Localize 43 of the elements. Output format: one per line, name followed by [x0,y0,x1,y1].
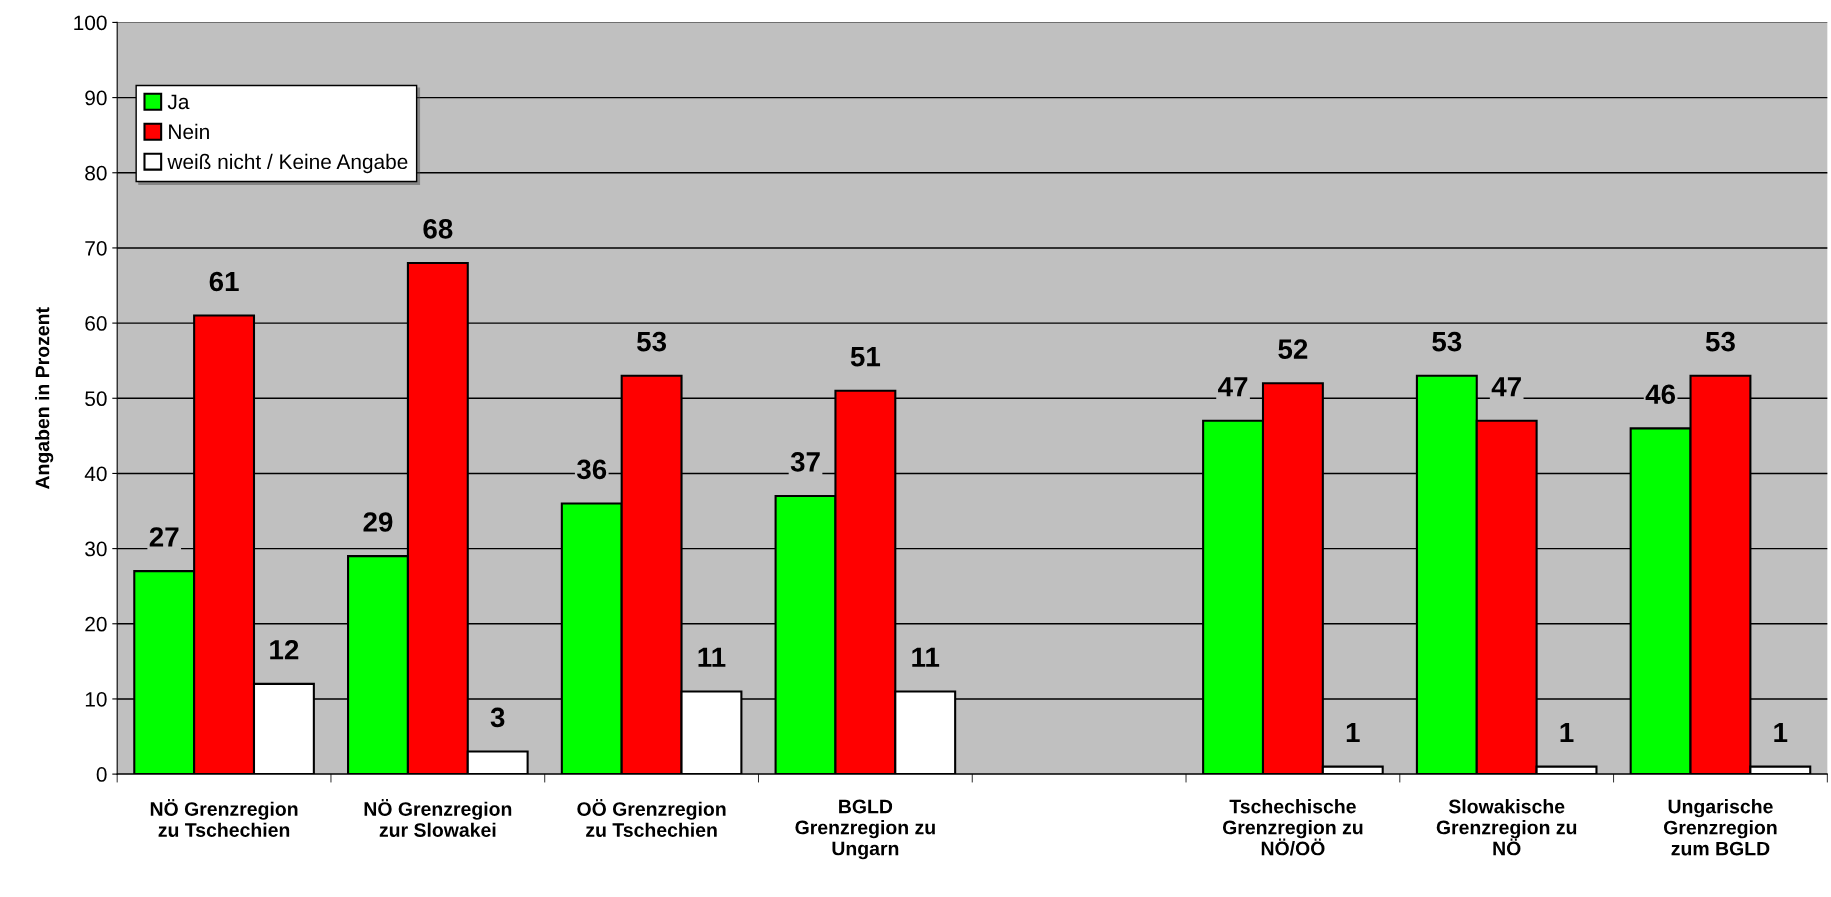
legend-label: Nein [169,123,209,140]
data-label: 47 [1218,377,1248,397]
data-label: 53 [637,331,667,352]
y-tick-label: 20 [85,616,107,632]
y-tick-label: 40 [84,466,107,482]
data-label: 29 [363,512,393,532]
x-tick-label: Tschechische Grenzregion zu NÖ/OÖ [1222,799,1363,856]
x-tick-label: Ungarische Grenzregion zum BGLD [1663,799,1777,856]
x-tick-label: NÖ Grenzregion zur Slowakei [364,799,512,837]
data-label: 36 [576,459,607,480]
data-label: 1 [1774,722,1788,743]
y-tick-label: 10 [85,691,107,707]
x-tick-label: Slowakische Grenzregion zu NÖ [1436,799,1577,856]
data-label: 3 [490,707,505,728]
data-label: 11 [912,647,940,667]
data-label: 1 [1560,722,1574,743]
data-label: 12 [270,639,299,660]
y-tick-label: 90 [85,90,107,106]
data-label: 53 [1432,331,1462,352]
data-label: 53 [1705,331,1735,352]
data-label: 47 [1491,377,1521,397]
y-tick-label: 30 [85,541,107,557]
y-tick-label: 50 [85,391,107,407]
data-label: 46 [1645,384,1676,405]
y-tick-label: 60 [85,316,107,331]
legend-label: weiß nicht / Keine Angabe [167,153,408,174]
data-label: 27 [149,527,179,547]
data-label: 68 [423,219,453,239]
data-label: 11 [698,647,726,667]
x-tick-label: OÖ Grenzregion zu Tschechien [577,799,726,837]
y-tick-label: 100 [74,15,107,31]
data-label: 52 [1278,339,1308,359]
data-label: 51 [850,347,881,367]
y-tick-label: 80 [85,165,107,181]
legend-label: Ja [167,94,190,110]
x-tick-label: NÖ Grenzregion zu Tschechien [150,799,298,837]
y-axis-title: Angaben in Prozent [35,307,54,490]
data-label: 61 [209,271,239,292]
data-label: 1 [1346,722,1360,743]
data-label: 37 [790,452,820,472]
x-tick-label: BGLD Grenzregion zu Ungarn [795,799,935,860]
y-tick-label: 70 [85,240,107,256]
y-tick-label: 0 [96,767,107,782]
